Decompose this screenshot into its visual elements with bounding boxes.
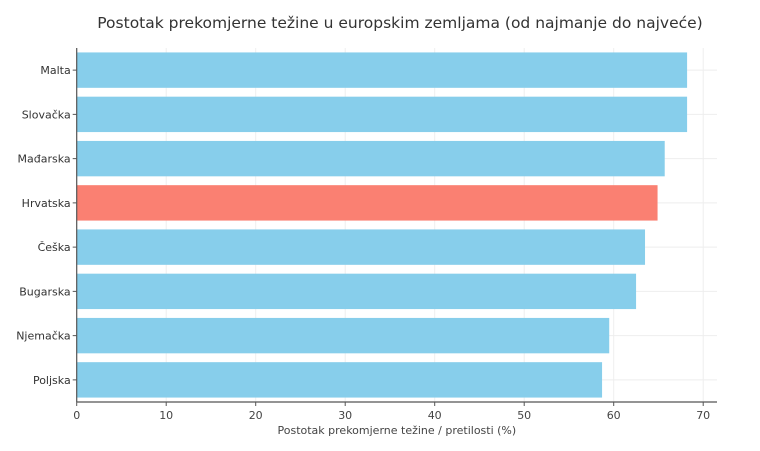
y-tick-label: Malta xyxy=(40,64,70,77)
x-tick-label: 0 xyxy=(73,409,80,422)
bar-mađarska xyxy=(76,140,665,177)
x-tick-label: 20 xyxy=(249,409,263,422)
y-tick-label: Bugarska xyxy=(19,285,70,298)
y-tick-label: Njemačka xyxy=(16,330,70,343)
bar-hrvatska xyxy=(76,185,658,221)
x-tick-label: 10 xyxy=(159,409,173,422)
y-tick-label: Mađarska xyxy=(18,153,71,166)
chart-title: Postotak prekomjerne težine u europskim … xyxy=(97,14,703,32)
bar-slovačka xyxy=(76,96,688,133)
x-axis-label: Postotak prekomjerne težine / pretilosti… xyxy=(278,424,517,437)
x-tick-label: 30 xyxy=(338,409,352,422)
bar-češka xyxy=(76,229,646,265)
y-tick-label: Slovačka xyxy=(22,108,71,121)
bar-poljska xyxy=(76,362,603,398)
bar-njemačka xyxy=(76,317,610,354)
y-tick-label: Hrvatska xyxy=(22,197,71,210)
x-tick-label: 50 xyxy=(517,409,531,422)
x-tick-label: 40 xyxy=(428,409,442,422)
x-tick-label: 70 xyxy=(696,409,710,422)
bar-bugarska xyxy=(76,273,637,310)
bar-malta xyxy=(76,52,688,88)
y-tick-label: Češka xyxy=(38,241,71,254)
x-tick-label: 60 xyxy=(607,409,621,422)
y-tick-label: Poljska xyxy=(33,374,71,387)
